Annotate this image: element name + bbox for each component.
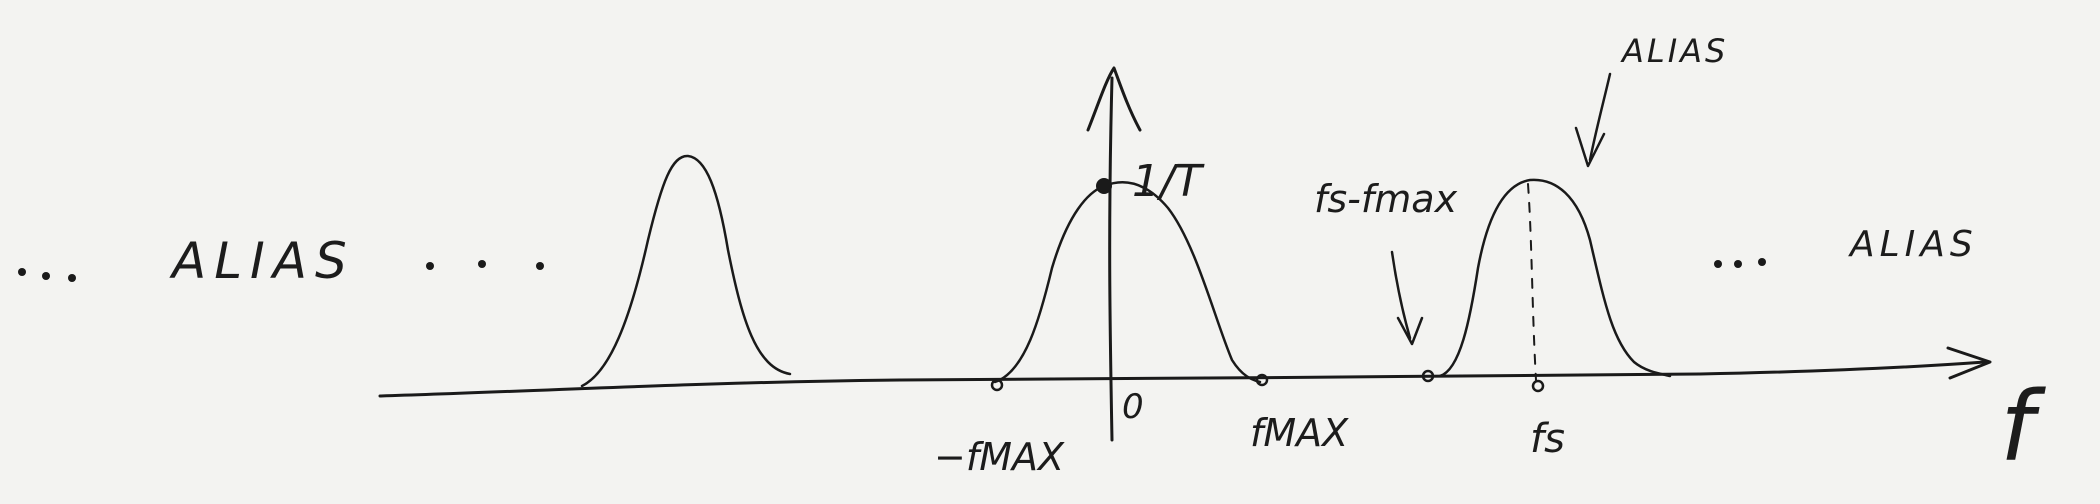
neg-fmax-label: −fMAX xyxy=(934,435,1065,479)
neg-fmax-marker xyxy=(990,378,1004,392)
alias-top-label: ALIAS xyxy=(1620,32,1728,70)
amplitude-label: 1/T xyxy=(1132,156,1205,207)
alias-pointer-head xyxy=(1574,126,1606,168)
alias-left-label: ALIAS xyxy=(169,232,355,290)
baseband-lobe xyxy=(993,181,1262,384)
fmax-label: fMAX xyxy=(1250,411,1349,455)
fs-marker xyxy=(1531,379,1545,393)
right-lobe-center-line xyxy=(1527,183,1537,381)
frequency-axis-arrowhead xyxy=(1946,346,1992,380)
alias-pointer xyxy=(1588,72,1612,162)
vertical-axis xyxy=(1108,76,1114,442)
left-ellipsis-dots xyxy=(18,260,544,282)
fs-minus-fmax-label: fs-fmax xyxy=(1314,177,1458,221)
frequency-axis xyxy=(378,360,1987,398)
right-ellipsis-dots xyxy=(1714,258,1766,268)
peak-dot xyxy=(1096,178,1112,194)
axis-f-label: f xyxy=(2000,371,2046,483)
alias-right-label: ALIAS xyxy=(1848,224,1978,265)
vertical-axis-arrowhead xyxy=(1086,66,1142,132)
fs-minus-fmax-pointer xyxy=(1390,250,1412,340)
fs-minus-fmax-pointer-head xyxy=(1396,316,1424,346)
fmax-marker xyxy=(1255,373,1269,387)
origin-label: 0 xyxy=(1122,387,1144,427)
right-alias-lobe xyxy=(1438,178,1672,378)
fs-label: fs xyxy=(1530,416,1565,462)
fs-minus-fmax-marker xyxy=(1421,369,1435,383)
left-alias-lobe xyxy=(580,154,792,388)
